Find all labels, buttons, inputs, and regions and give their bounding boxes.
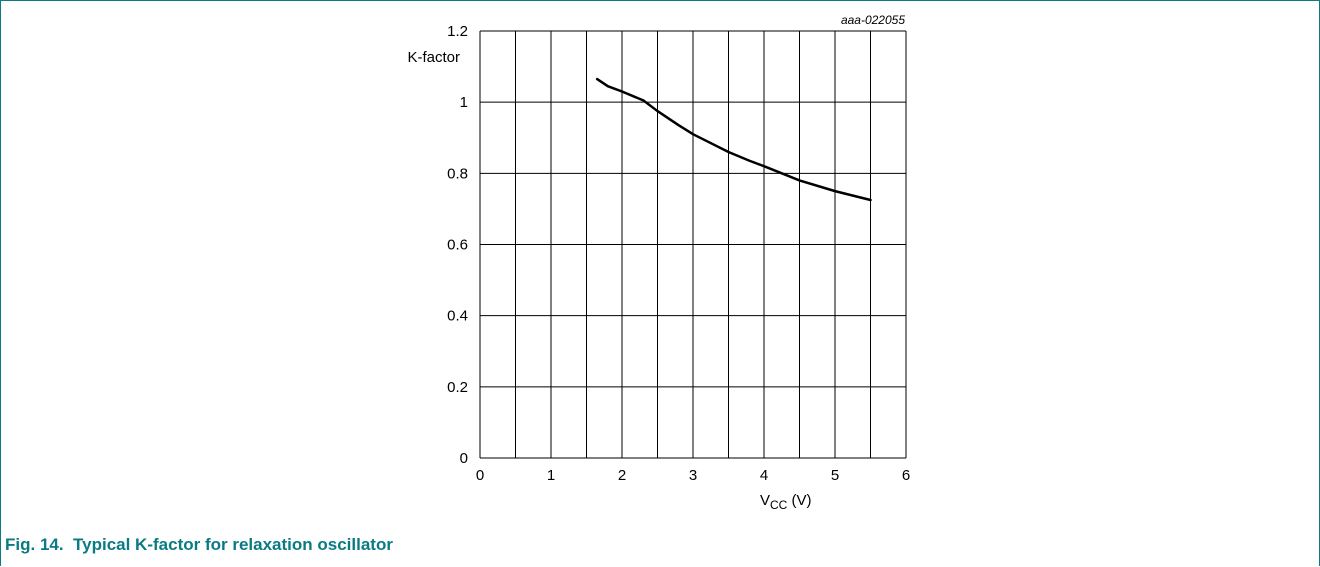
x-axis-label-unit: (V) <box>787 492 811 509</box>
y-tick-label: 0.8 <box>447 165 468 182</box>
y-tick-label: 0 <box>460 450 468 467</box>
k-factor-curve <box>595 77 872 202</box>
x-tick-label: 0 <box>476 467 484 484</box>
chart-grid <box>479 30 907 459</box>
figure-code: aaa-022055 <box>841 13 905 27</box>
chart-series <box>595 77 872 202</box>
y-tick-label: 0.2 <box>447 379 468 396</box>
y-tick-label: 0.6 <box>447 237 468 254</box>
x-axis-label-sub: CC <box>770 498 788 512</box>
y-axis-label: K-factor <box>407 49 460 66</box>
k-factor-chart: 0 1 2 3 4 5 6 0 0.2 0.4 0.6 0.8 1 1.2 aaa-022055 K-fa… <box>407 13 910 512</box>
x-axis-label: VCC (V) <box>760 492 812 512</box>
x-axis-label-main: V <box>760 492 770 509</box>
x-tick-label: 6 <box>902 467 910 484</box>
x-tick-label: 1 <box>547 467 555 484</box>
x-tick-label: 4 <box>760 467 768 484</box>
y-tick-label: 1 <box>460 94 468 111</box>
y-tick-label: 0.4 <box>447 308 468 325</box>
figure-caption: Fig. 14. Typical K-factor for relaxation… <box>5 535 393 554</box>
x-tick-label: 2 <box>618 467 626 484</box>
x-tick-label: 3 <box>689 467 697 484</box>
y-tick-label: 1.2 <box>447 23 468 40</box>
chart-tick-labels: 0 1 2 3 4 5 6 0 0.2 0.4 0.6 0.8 1 1.2 <box>447 23 910 484</box>
x-tick-label: 5 <box>831 467 839 484</box>
